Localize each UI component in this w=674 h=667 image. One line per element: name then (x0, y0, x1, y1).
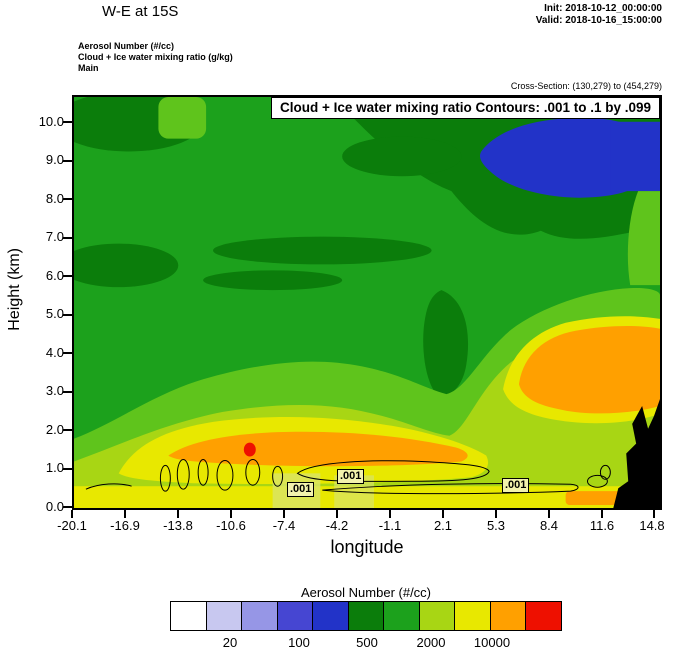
y-tick-label: 3.0 (45, 383, 64, 398)
y-tick-label: 0.0 (45, 499, 64, 514)
y-axis-label: Height (km) (6, 248, 23, 331)
y-tick-label: 4.0 (45, 345, 64, 360)
colorbar-tick-label: 100 (288, 635, 310, 650)
x-tick-label: 2.1 (433, 518, 453, 533)
y-tick-label: 5.0 (45, 306, 64, 321)
y-tick-mark (63, 237, 72, 239)
field-list: Aerosol Number (#/cc) Cloud + Ice water … (78, 41, 233, 74)
colorbar-cell (455, 601, 491, 631)
colorbar (170, 601, 563, 631)
y-tick-label: 1.0 (45, 460, 64, 475)
terrain-layer (613, 399, 660, 508)
x-tick-mark (71, 510, 73, 518)
x-tick-mark (601, 510, 603, 518)
y-tick-label: 8.0 (45, 191, 64, 206)
colorbar-cell (526, 601, 563, 631)
colorbar-tick-label: 20 (222, 635, 238, 650)
y-tick-mark (63, 275, 72, 277)
x-tick-mark (653, 510, 655, 518)
x-tick-mark (230, 510, 232, 518)
x-tick-label: 5.3 (486, 518, 506, 533)
colorbar-cell (170, 601, 207, 631)
x-tick-label: 8.4 (539, 518, 559, 533)
colorbar-tick-label: 500 (356, 635, 378, 650)
y-tick-mark (63, 468, 72, 470)
page-title: W-E at 15S (102, 3, 179, 20)
contour-label: .001 (337, 469, 365, 484)
colorbar-cell (348, 601, 385, 631)
plot-area: Cloud + Ice water mixing ratio Contours:… (72, 95, 662, 510)
y-tick-label: 7.0 (45, 229, 64, 244)
contour-label: .001 (502, 478, 530, 493)
colorbar-cell (206, 601, 243, 631)
colorbar-tick-label: 2000 (416, 635, 446, 650)
colorbar-cell (277, 601, 314, 631)
run-info: Init: 2018-10-12_00:00:00 Valid: 2018-10… (536, 3, 662, 27)
x-tick-label: -4.2 (325, 518, 349, 533)
x-tick-label: -20.1 (57, 518, 87, 533)
y-tick-mark (63, 391, 72, 393)
x-tick-label: 11.6 (589, 518, 615, 533)
colorbar-tick-label: 10000 (473, 635, 511, 650)
colorbar-cell (384, 601, 420, 631)
y-tick-mark (63, 121, 72, 123)
x-tick-mark (548, 510, 550, 518)
cross-section-canvas (74, 97, 660, 508)
init-time: Init: 2018-10-12_00:00:00 (544, 3, 662, 14)
field-line-cloud: Cloud + Ice water mixing ratio (g/kg) (78, 52, 233, 62)
field-line-aerosol: Aerosol Number (#/cc) (78, 41, 175, 51)
y-tick-mark (63, 506, 72, 508)
x-tick-mark (283, 510, 285, 518)
y-tick-mark (63, 160, 72, 162)
colorbar-cell (242, 601, 278, 631)
x-tick-label: -13.8 (163, 518, 193, 533)
y-tick-mark (63, 198, 72, 200)
x-tick-label: -1.1 (378, 518, 402, 533)
x-tick-label: -7.4 (272, 518, 296, 533)
x-tick-mark (336, 510, 338, 518)
x-tick-mark (177, 510, 179, 518)
y-tick-label: 6.0 (45, 268, 64, 283)
contour-info-box: Cloud + Ice water mixing ratio Contours:… (271, 97, 660, 119)
colorbar-cell (490, 601, 527, 631)
y-tick-label: 9.0 (45, 152, 64, 167)
valid-time: Valid: 2018-10-16_15:00:00 (535, 15, 662, 26)
x-tick-mark (495, 510, 497, 518)
y-tick-mark (63, 314, 72, 316)
aerosol-fill-layer (74, 97, 660, 508)
colorbar-cell (313, 601, 349, 631)
y-tick-mark (63, 352, 72, 354)
field-line-grid: Main (78, 63, 99, 73)
x-tick-mark (124, 510, 126, 518)
contour-label: .001 (287, 482, 315, 497)
cross-section-info: Cross-Section: (130,279) to (454,279) (510, 81, 662, 91)
y-tick-mark (63, 429, 72, 431)
x-tick-mark (442, 510, 444, 518)
y-tick-label: 10.0 (38, 114, 64, 129)
colorbar-cell (419, 601, 456, 631)
x-tick-label: 14.8 (639, 518, 665, 533)
x-axis-label: longitude (330, 537, 404, 557)
x-tick-label: -10.6 (216, 518, 246, 533)
x-tick-label: -16.9 (110, 518, 140, 533)
x-tick-mark (389, 510, 391, 518)
y-tick-label: 2.0 (45, 422, 64, 437)
colorbar-title: Aerosol Number (#/cc) (300, 585, 432, 600)
